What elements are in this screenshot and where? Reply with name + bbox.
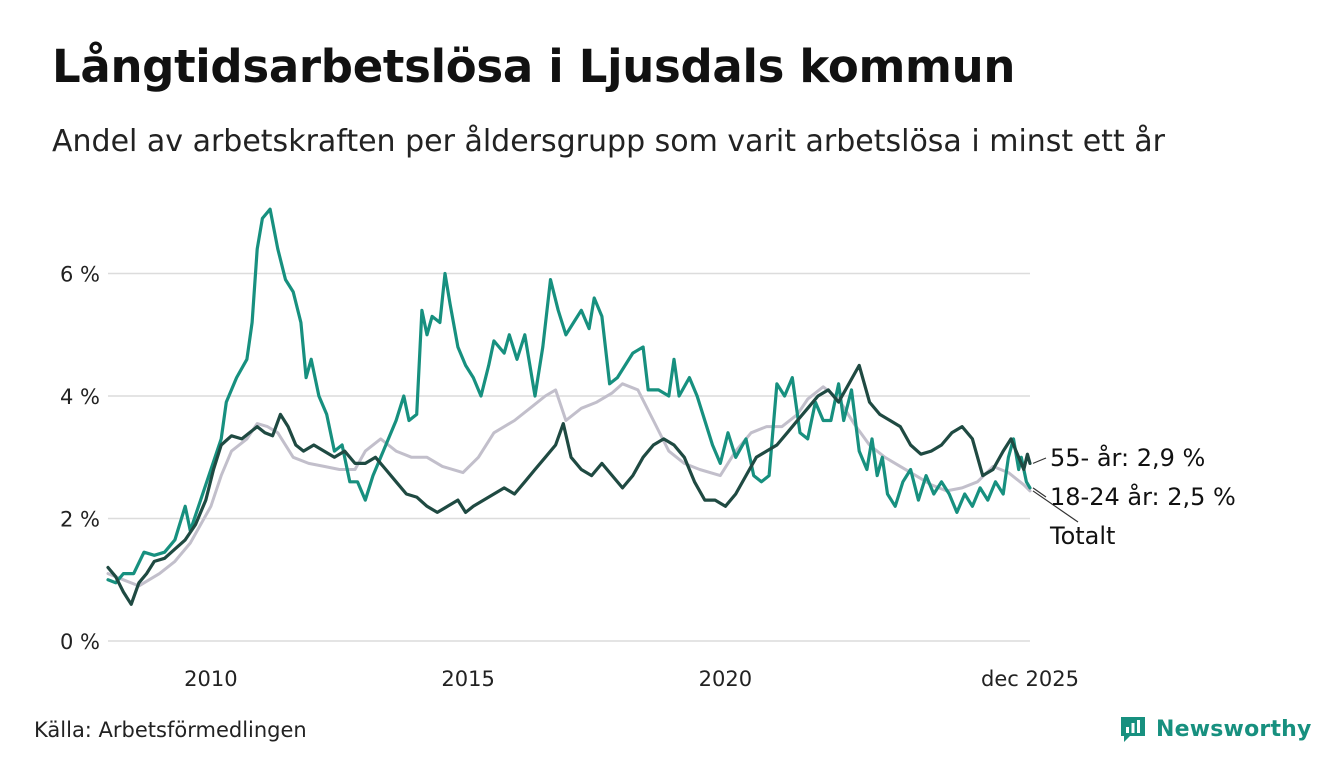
x-tick-label: 2015 <box>441 667 494 691</box>
series-label-old: 55- år: 2,9 % <box>1050 443 1205 472</box>
grid-lines <box>108 272 1030 642</box>
leader-line-young <box>1032 487 1047 498</box>
page-subtitle: Andel av arbetskraften per åldersgrupp s… <box>52 124 1165 159</box>
series-lines <box>106 207 1032 606</box>
series-label-young: 18-24 år: 2,5 % <box>1050 482 1236 511</box>
x-tick-label: dec 2025 <box>981 667 1079 691</box>
series-line-old <box>106 363 1032 606</box>
y-tick-label: 6 % <box>60 263 100 287</box>
newsworthy-logo-icon <box>1121 717 1145 742</box>
brand-logo[interactable]: Newsworthy <box>1118 714 1312 744</box>
y-tick-label: 2 % <box>60 508 100 532</box>
brand-name: Newsworthy <box>1156 716 1312 742</box>
leader-line-old <box>1032 457 1047 464</box>
series-labels: Totalt 18-24 år: 2,5 % 55- år: 2,9 % <box>1032 443 1236 550</box>
source-note: Källa: Arbetsförmedlingen <box>34 718 307 742</box>
page-title: Långtidsarbetslösa i Ljusdals kommun <box>52 40 1016 93</box>
leader-line-total <box>1032 490 1079 523</box>
series-line-young <box>106 207 1032 585</box>
series-label-total: Totalt <box>1049 522 1115 550</box>
y-tick-label: 4 % <box>60 385 100 409</box>
x-tick-label: 2010 <box>184 667 237 691</box>
y-axis-labels: 0 % 2 % 4 % 6 % <box>60 263 100 655</box>
x-tick-label: 2020 <box>699 667 752 691</box>
y-tick-label: 0 % <box>60 630 100 654</box>
x-axis-labels: 2010 2015 2020 dec 2025 <box>184 667 1079 691</box>
series-line-total <box>106 382 1032 588</box>
